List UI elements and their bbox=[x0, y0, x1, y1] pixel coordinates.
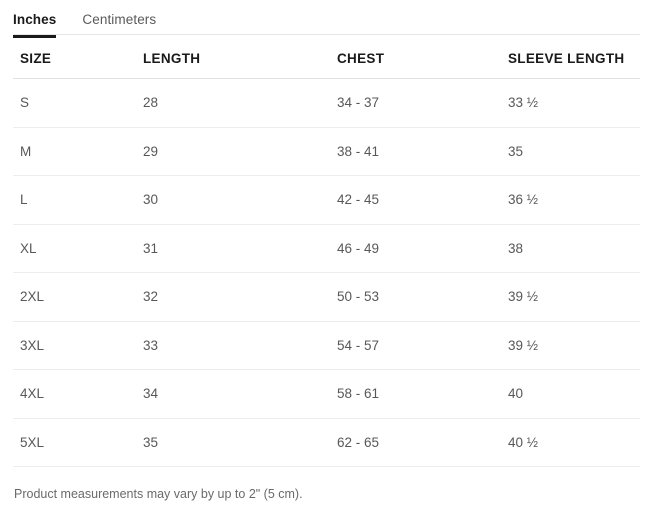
table-row: 4XL 34 58 - 61 40 bbox=[13, 369, 640, 419]
cell-sleeve: 40 ½ bbox=[501, 418, 640, 467]
cell-length: 34 bbox=[136, 369, 330, 419]
table-row: 5XL 35 62 - 65 40 ½ bbox=[13, 418, 640, 467]
column-header-size: SIZE bbox=[13, 38, 136, 79]
cell-length: 35 bbox=[136, 418, 330, 467]
size-table-header: SIZE LENGTH CHEST SLEEVE LENGTH bbox=[13, 38, 640, 79]
table-row: L 30 42 - 45 36 ½ bbox=[13, 175, 640, 225]
cell-chest: 34 - 37 bbox=[330, 78, 501, 128]
unit-tab-bar: Inches Centimeters bbox=[0, 0, 646, 38]
column-header-sleeve-length: SLEEVE LENGTH bbox=[501, 38, 640, 79]
column-header-chest: CHEST bbox=[330, 38, 501, 79]
cell-size: XL bbox=[13, 224, 136, 273]
cell-length: 31 bbox=[136, 224, 330, 273]
tab-inches[interactable]: Inches bbox=[13, 12, 57, 38]
table-row: XL 31 46 - 49 38 bbox=[13, 224, 640, 273]
cell-chest: 50 - 53 bbox=[330, 272, 501, 322]
cell-size: S bbox=[13, 78, 136, 128]
cell-size: 5XL bbox=[13, 418, 136, 467]
cell-sleeve: 39 ½ bbox=[501, 272, 640, 322]
size-table-container: SIZE LENGTH CHEST SLEEVE LENGTH S 28 34 … bbox=[0, 38, 646, 467]
cell-length: 28 bbox=[136, 78, 330, 128]
column-header-length: LENGTH bbox=[136, 38, 330, 79]
cell-sleeve: 35 bbox=[501, 127, 640, 176]
cell-size: 4XL bbox=[13, 369, 136, 419]
cell-sleeve: 36 ½ bbox=[501, 175, 640, 225]
size-table-body: S 28 34 - 37 33 ½ M 29 38 - 41 35 L 30 4… bbox=[13, 78, 640, 467]
cell-size: 3XL bbox=[13, 321, 136, 370]
cell-chest: 58 - 61 bbox=[330, 369, 501, 419]
cell-sleeve: 38 bbox=[501, 224, 640, 273]
table-row: 3XL 33 54 - 57 39 ½ bbox=[13, 321, 640, 370]
tab-centimeters[interactable]: Centimeters bbox=[82, 12, 156, 38]
cell-length: 32 bbox=[136, 272, 330, 322]
cell-chest: 42 - 45 bbox=[330, 175, 501, 225]
tab-bar-divider bbox=[13, 34, 640, 35]
cell-chest: 46 - 49 bbox=[330, 224, 501, 273]
size-table: SIZE LENGTH CHEST SLEEVE LENGTH S 28 34 … bbox=[13, 38, 640, 467]
cell-chest: 62 - 65 bbox=[330, 418, 501, 467]
cell-sleeve: 33 ½ bbox=[501, 78, 640, 128]
tab-inches-label: Inches bbox=[13, 12, 57, 27]
table-header-row: SIZE LENGTH CHEST SLEEVE LENGTH bbox=[13, 38, 640, 79]
cell-size: L bbox=[13, 175, 136, 225]
table-row: 2XL 32 50 - 53 39 ½ bbox=[13, 272, 640, 322]
cell-size: 2XL bbox=[13, 272, 136, 322]
cell-sleeve: 39 ½ bbox=[501, 321, 640, 370]
measurement-disclaimer: Product measurements may vary by up to 2… bbox=[14, 487, 303, 501]
table-row: M 29 38 - 41 35 bbox=[13, 127, 640, 176]
cell-length: 30 bbox=[136, 175, 330, 225]
cell-sleeve: 40 bbox=[501, 369, 640, 419]
cell-chest: 38 - 41 bbox=[330, 127, 501, 176]
cell-chest: 54 - 57 bbox=[330, 321, 501, 370]
cell-size: M bbox=[13, 127, 136, 176]
tab-centimeters-label: Centimeters bbox=[82, 12, 157, 27]
cell-length: 29 bbox=[136, 127, 330, 176]
table-row: S 28 34 - 37 33 ½ bbox=[13, 78, 640, 128]
cell-length: 33 bbox=[136, 321, 330, 370]
